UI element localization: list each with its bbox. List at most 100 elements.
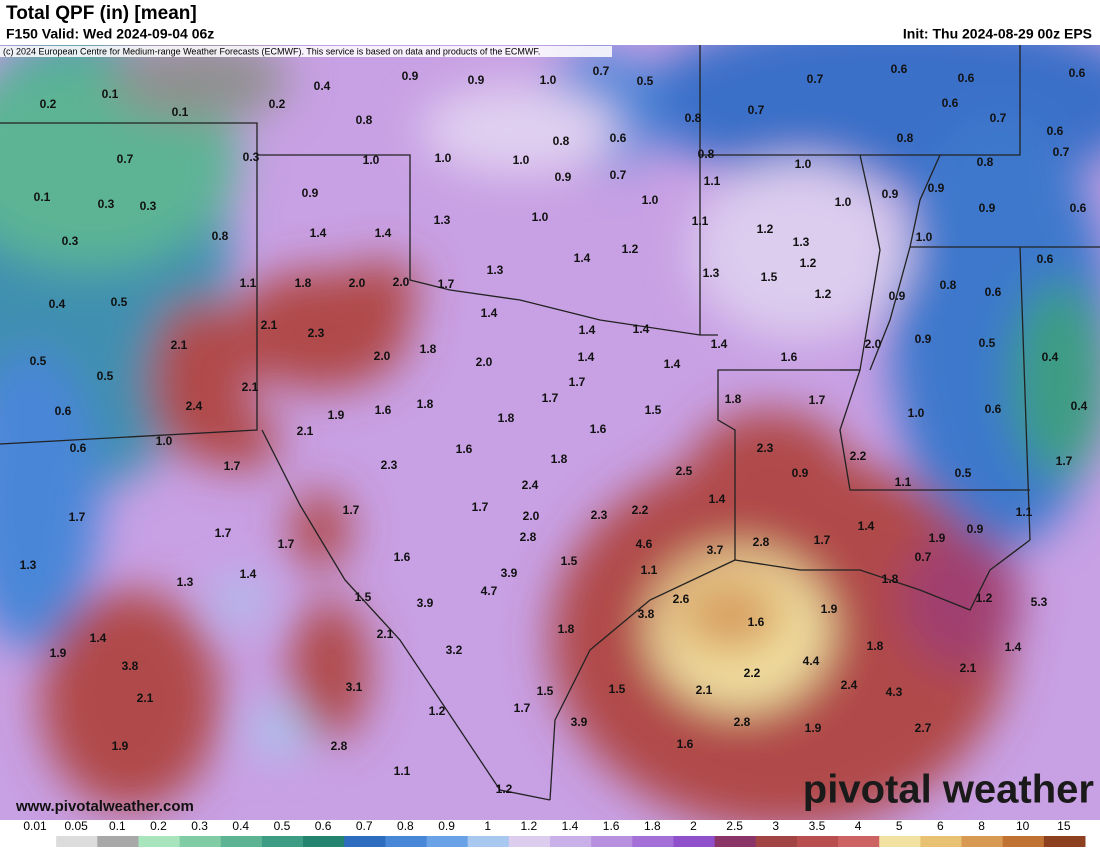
- value-label: 0.5: [30, 354, 47, 368]
- value-label: 1.1: [240, 276, 257, 290]
- value-label: 0.2: [40, 97, 57, 111]
- value-label: 0.5: [97, 369, 114, 383]
- colorbar-swatch: [673, 836, 716, 847]
- value-label: 3.8: [122, 659, 139, 673]
- value-label: 1.0: [513, 153, 530, 167]
- value-label: 1.0: [540, 73, 557, 87]
- value-label: 2.4: [841, 678, 858, 692]
- value-label: 0.3: [243, 150, 260, 164]
- value-label: 0.9: [979, 201, 996, 215]
- value-label: 1.7: [809, 393, 826, 407]
- value-label: 1.3: [703, 266, 720, 280]
- precip-field: [0, 45, 1100, 820]
- value-label: 2.0: [374, 349, 391, 363]
- valid-time: F150 Valid: Wed 2024-09-04 06z: [6, 26, 214, 42]
- value-label: 1.2: [800, 256, 817, 270]
- value-label: 0.4: [49, 297, 66, 311]
- value-label: 1.9: [821, 602, 838, 616]
- value-label: 0.8: [212, 229, 229, 243]
- value-label: 1.7: [438, 277, 455, 291]
- colorbar-swatch: [261, 836, 304, 847]
- value-label: 0.9: [555, 170, 572, 184]
- value-label: 1.9: [112, 739, 129, 753]
- colorbar-label: 8: [978, 819, 985, 833]
- value-label: 1.6: [677, 737, 694, 751]
- value-label: 2.1: [261, 318, 278, 332]
- value-label: 2.7: [915, 721, 932, 735]
- value-label: 0.7: [915, 550, 932, 564]
- value-label: 2.2: [744, 666, 761, 680]
- value-label: 0.9: [889, 289, 906, 303]
- colorbar-label: 3.5: [809, 819, 826, 833]
- colorbar-label: 0.05: [64, 819, 88, 833]
- value-label: 1.2: [622, 242, 639, 256]
- colorbar-swatch: [550, 836, 592, 847]
- colorbar-swatch: [838, 836, 880, 847]
- value-label: 1.9: [929, 531, 946, 545]
- value-label: 1.5: [609, 682, 626, 696]
- value-label: 0.9: [402, 69, 419, 83]
- value-label: 0.1: [34, 190, 51, 204]
- value-label: 1.4: [579, 323, 596, 337]
- colorbar-label: 2.5: [726, 819, 743, 833]
- colorbar-swatch: [426, 836, 469, 847]
- value-label: 3.8: [638, 607, 655, 621]
- value-label: 1.4: [1005, 640, 1022, 654]
- value-label: 1.4: [664, 357, 681, 371]
- logo: pivotal weather: [803, 768, 1094, 812]
- value-label: 2.3: [381, 458, 398, 472]
- value-label: 0.5: [955, 466, 972, 480]
- colorbar-label: 0.1: [109, 819, 126, 833]
- value-label: 4.6: [636, 537, 653, 551]
- value-label: 1.8: [882, 572, 899, 586]
- value-label: 1.5: [537, 684, 554, 698]
- colorbar-swatch: [879, 836, 921, 847]
- colorbar-label: 1: [484, 819, 491, 833]
- value-label: 1.1: [704, 174, 721, 188]
- value-label: 1.2: [429, 704, 446, 718]
- value-label: 2.1: [696, 683, 713, 697]
- website: www.pivotalweather.com: [15, 798, 194, 815]
- value-label: 3.9: [417, 596, 434, 610]
- value-label: 0.9: [468, 73, 485, 87]
- value-label: 2.2: [632, 503, 649, 517]
- colorbar-label: 3: [772, 819, 779, 833]
- value-label: 2.0: [865, 337, 882, 351]
- value-label: 1.4: [711, 337, 728, 351]
- value-label: 0.8: [553, 134, 570, 148]
- value-label: 2.2: [850, 449, 867, 463]
- value-label: 1.0: [908, 406, 925, 420]
- value-label: 2.1: [137, 691, 154, 705]
- value-label: 1.8: [551, 452, 568, 466]
- value-label: 0.6: [1069, 66, 1086, 80]
- value-label: 0.4: [314, 79, 331, 93]
- colorbar-swatch: [1002, 836, 1045, 847]
- value-label: 0.6: [70, 441, 87, 455]
- value-label: 1.6: [456, 442, 473, 456]
- value-label: 1.7: [215, 526, 232, 540]
- colorbar-label: 1.2: [521, 819, 538, 833]
- colorbar-swatch: [303, 836, 345, 847]
- value-label: 0.9: [967, 522, 984, 536]
- value-label: 3.1: [346, 680, 363, 694]
- value-label: 4.7: [481, 584, 498, 598]
- value-label: 2.1: [960, 661, 977, 675]
- value-label: 1.1: [1016, 505, 1033, 519]
- value-label: 2.3: [591, 508, 608, 522]
- value-label: 0.1: [102, 87, 119, 101]
- value-label: 0.7: [748, 103, 765, 117]
- value-label: 2.8: [734, 715, 751, 729]
- init-time: Init: Thu 2024-08-29 00z EPS: [903, 26, 1092, 42]
- value-label: 2.3: [757, 441, 774, 455]
- colorbar-swatch: [1043, 836, 1086, 847]
- colorbar-swatch: [591, 836, 633, 847]
- value-label: 1.0: [156, 434, 173, 448]
- value-label: 2.6: [673, 592, 690, 606]
- value-label: 0.4: [1042, 350, 1059, 364]
- value-label: 1.4: [709, 492, 726, 506]
- value-label: 3.2: [446, 643, 463, 657]
- colorbar-label: 15: [1057, 819, 1071, 833]
- value-label: 0.3: [62, 234, 79, 248]
- value-label: 1.2: [815, 287, 832, 301]
- value-label: 0.7: [1053, 145, 1070, 159]
